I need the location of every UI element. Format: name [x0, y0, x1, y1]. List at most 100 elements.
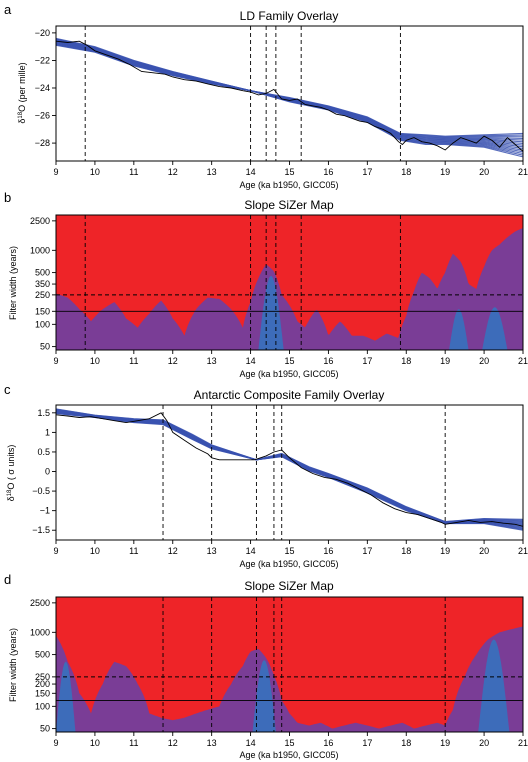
family-fit-line — [56, 412, 523, 530]
x-tick-label: 21 — [518, 356, 528, 366]
record-line — [56, 412, 523, 527]
y-label-suffix: O ( σ units) — [6, 445, 16, 490]
y-axis: −1.5 −1 −0.5 0 0.5 1 1.5 — [32, 408, 56, 535]
y-tick-label: 100 — [35, 319, 50, 329]
y-axis-label: Filter width (years) — [8, 246, 18, 320]
x-tick-label: 11 — [129, 167, 138, 177]
family-fit-line — [56, 37, 523, 137]
x-tick-label: 20 — [479, 738, 489, 748]
family-fit-line — [56, 411, 523, 527]
x-tick-label: 21 — [518, 167, 528, 177]
panel-title: LD Family Overlay — [240, 9, 339, 23]
x-tick-label: 13 — [207, 546, 217, 556]
sizer-insignificant-region — [56, 626, 523, 732]
family-fit-line — [56, 410, 523, 526]
y-label-sup: 18 — [7, 489, 13, 496]
y-tick-label: 1000 — [30, 627, 50, 637]
x-tick-label: 9 — [53, 167, 58, 177]
family-fit-line — [56, 408, 523, 523]
x-tick-label: 18 — [401, 738, 411, 748]
y-tick-label: 50 — [40, 724, 50, 734]
y-tick-label: 1.5 — [37, 408, 50, 418]
family-fit-line — [56, 38, 523, 138]
x-tick-label: 21 — [518, 738, 528, 748]
x-axis: 9 10 11 12 13 14 15 16 17 18 19 20 21 — [53, 732, 528, 748]
x-tick-label: 19 — [440, 167, 450, 177]
x-tick-label: 17 — [362, 167, 372, 177]
x-tick-label: 19 — [440, 356, 450, 366]
x-axis: 9 10 11 12 13 14 15 16 17 18 19 20 21 — [53, 350, 528, 366]
family-fit-line — [56, 40, 523, 145]
panel-title: Slope SiZer Map — [244, 198, 334, 212]
x-tick-label: 11 — [129, 546, 138, 556]
x-tick-label: 21 — [518, 546, 528, 556]
family-fit-line — [56, 409, 523, 523]
family-fit-line — [56, 411, 523, 528]
sizer-decrease-region — [482, 307, 508, 350]
family-fit-line — [56, 412, 523, 529]
plot-content — [56, 597, 523, 732]
y-tick-label: 100 — [35, 701, 50, 711]
y-label-sup: 18 — [18, 111, 24, 118]
x-tick-label: 20 — [479, 167, 489, 177]
plot-content — [56, 26, 523, 161]
family-fit-line — [56, 410, 523, 524]
family-fit-line — [56, 410, 523, 525]
x-tick-label: 14 — [246, 738, 256, 748]
x-axis: 9 10 11 12 13 14 15 16 17 18 19 20 21 — [53, 161, 528, 177]
x-tick-label: 19 — [440, 546, 450, 556]
y-tick-label: −1 — [40, 506, 50, 516]
y-axis-label: δ18O ( σ units) — [6, 445, 16, 502]
x-tick-label: 13 — [207, 356, 217, 366]
y-tick-label: −20 — [35, 28, 50, 38]
panel-a: a LD Family Overlay 9 10 11 12 13 14 15 16 17 18 1… — [4, 2, 528, 190]
family-fit-line — [56, 412, 523, 530]
x-tick-label: 10 — [90, 356, 100, 366]
sizer-decrease-region — [478, 639, 510, 732]
panel-letter: c — [4, 382, 11, 397]
sizer-decrease-region — [449, 309, 469, 350]
panel-c: c Antarctic Composite Family Overlay 9 10… — [4, 382, 528, 569]
x-tick-label: 15 — [284, 356, 294, 366]
y-tick-label: 250 — [35, 672, 50, 682]
sizer-insignificant-region — [56, 228, 523, 350]
y-tick-label: 150 — [35, 688, 50, 698]
y-tick-label: 150 — [35, 306, 50, 316]
x-tick-label: 10 — [90, 546, 100, 556]
x-tick-label: 16 — [323, 738, 333, 748]
x-tick-label: 20 — [479, 546, 489, 556]
x-tick-label: 9 — [53, 738, 58, 748]
y-tick-label: −22 — [35, 55, 50, 65]
x-tick-label: 16 — [323, 356, 333, 366]
family-fit-line — [56, 411, 523, 527]
sizer-decrease-region — [258, 276, 284, 350]
y-tick-label: −26 — [35, 111, 50, 121]
y-tick-label: 2500 — [30, 216, 50, 226]
x-tick-label: 16 — [323, 167, 333, 177]
x-tick-label: 10 — [90, 167, 100, 177]
x-tick-label: 13 — [207, 738, 217, 748]
panel-letter: d — [4, 572, 11, 587]
y-tick-label: 500 — [35, 650, 50, 660]
y-label-prefix: δ — [6, 496, 16, 501]
x-tick-label: 9 — [53, 546, 58, 556]
record-line — [56, 40, 523, 152]
panel-letter: a — [4, 2, 12, 17]
x-tick-label: 15 — [284, 546, 294, 556]
x-axis-label: Age (ka b1950, GICC05) — [239, 750, 338, 760]
x-tick-label: 13 — [207, 167, 217, 177]
x-axis-label: Age (ka b1950, GICC05) — [239, 180, 338, 190]
x-tick-label: 14 — [246, 546, 256, 556]
x-axis-label: Age (ka b1950, GICC05) — [239, 369, 338, 379]
y-axis: −28 −26 −24 −22 −20 — [35, 28, 56, 148]
x-tick-label: 12 — [168, 356, 178, 366]
family-fit-line — [56, 40, 523, 143]
x-tick-label: 9 — [53, 356, 58, 366]
y-tick-label: 350 — [35, 279, 50, 289]
panel-letter: b — [4, 190, 11, 205]
x-tick-label: 15 — [284, 738, 294, 748]
family-fit-line — [56, 39, 523, 140]
y-label-prefix: δ — [17, 119, 27, 124]
y-tick-label: 1 — [45, 427, 50, 437]
